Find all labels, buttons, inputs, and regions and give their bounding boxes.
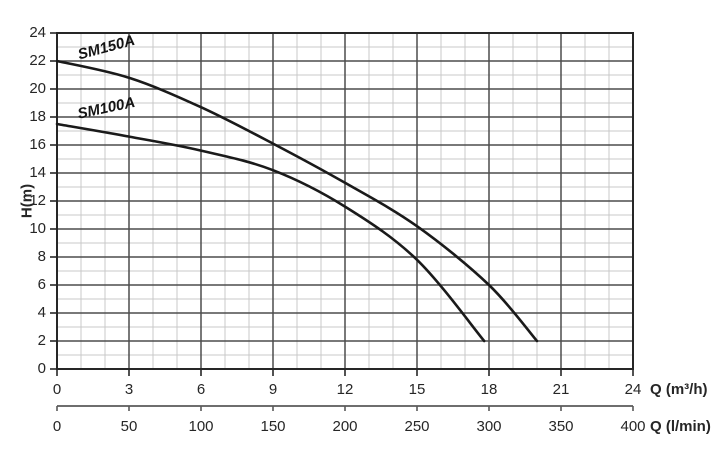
tick-label: 18	[29, 108, 46, 125]
tick-label: 200	[332, 418, 358, 435]
tick-label: 8	[37, 248, 46, 265]
tick-label: 6	[37, 276, 46, 293]
tick-label: 150	[260, 418, 286, 435]
tick-label: 0	[52, 381, 62, 398]
tick-label: 20	[29, 80, 46, 97]
tick-label: 400	[620, 418, 646, 435]
tick-label: 24	[29, 24, 46, 41]
tick-label: 6	[196, 381, 206, 398]
tick-label: 10	[29, 220, 46, 237]
tick-label: 24	[624, 381, 642, 398]
tick-label: 3	[124, 381, 134, 398]
tick-label: 9	[268, 381, 278, 398]
tick-label: 250	[404, 418, 430, 435]
tick-label: 14	[29, 164, 46, 181]
tick-label: 0	[37, 360, 46, 377]
x-axis-primary-title: Q (m³/h)	[650, 381, 708, 398]
tick-label: 0	[52, 418, 62, 435]
tick-label: 18	[480, 381, 498, 398]
tick-label: 22	[29, 52, 46, 69]
tick-label: 12	[29, 192, 46, 209]
x-axis-secondary-title: Q (l/min)	[650, 418, 711, 435]
tick-label: 300	[476, 418, 502, 435]
tick-label: 16	[29, 136, 46, 153]
tick-label: 21	[552, 381, 570, 398]
tick-label: 100	[188, 418, 214, 435]
tick-label: 15	[408, 381, 426, 398]
tick-label: 50	[120, 418, 138, 435]
tick-label: 12	[336, 381, 354, 398]
tick-label: 2	[37, 332, 46, 349]
tick-label: 350	[548, 418, 574, 435]
tick-label: 4	[37, 304, 46, 321]
